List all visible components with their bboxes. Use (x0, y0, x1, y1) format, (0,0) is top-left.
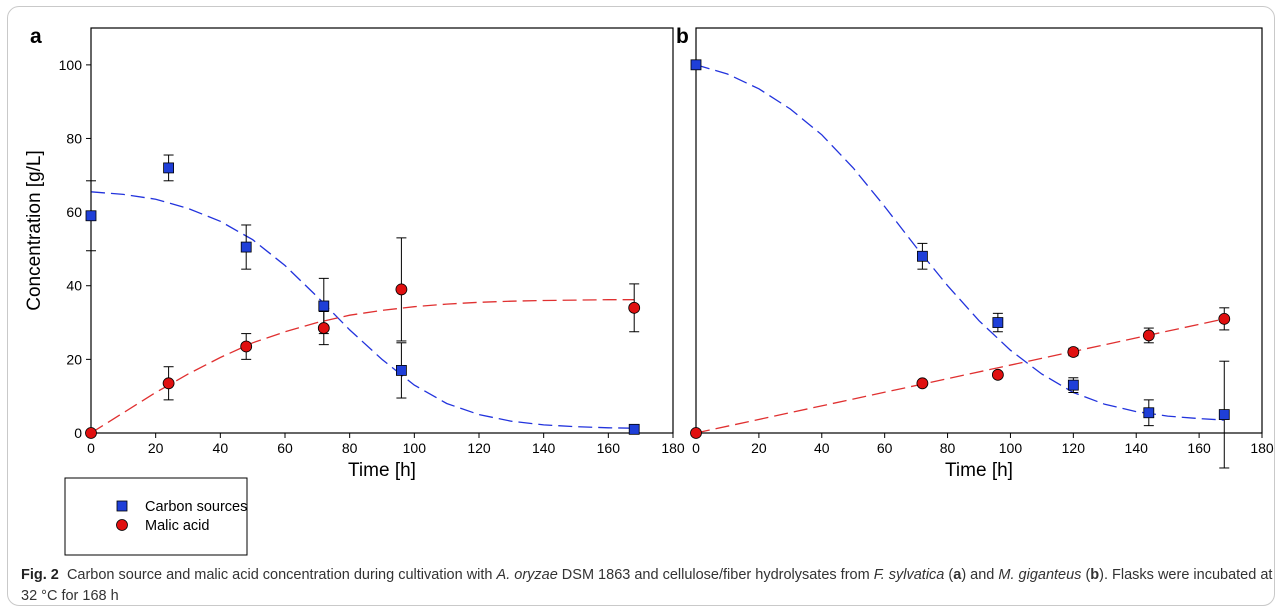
panel-a-xtick-label: 60 (277, 440, 293, 456)
panel-a-malic-point (628, 301, 641, 314)
caption-panel-b: b (1090, 567, 1100, 583)
panel-a-carbon-point (85, 210, 97, 222)
panel-b-malic-point (1218, 312, 1231, 325)
panel-a-xtick-label: 180 (661, 440, 685, 456)
panel-b-malic-point (1067, 346, 1080, 358)
panel-b-xtick-label: 80 (940, 440, 956, 456)
panel-b-carbon-fit-curve (695, 64, 1225, 421)
panel-a-ytick-label: 100 (59, 57, 83, 73)
legend-malic-marker (116, 519, 128, 531)
panel-b-xtick-label: 60 (877, 440, 893, 456)
panel-b-xtick-label: 40 (814, 440, 830, 456)
panel-a-ytick-label: 80 (66, 130, 82, 146)
panel-b-xtick-label: 120 (1062, 440, 1086, 456)
panel-a-xtick-label: 20 (148, 440, 164, 456)
panel-a-ytick-label: 40 (66, 278, 82, 294)
panel-a-carbon-point (163, 162, 175, 174)
caption-label: Fig. 2 (21, 567, 59, 583)
panel-b-malic-fit-curve (695, 318, 1225, 434)
panel-b-malic-point (1142, 329, 1155, 342)
panel-b-malic-point (690, 427, 702, 439)
panel-a-carbon-point (628, 423, 640, 435)
legend-carbon-label: Carbon sources (145, 499, 247, 515)
panel-a-carbon-point (395, 365, 407, 376)
panel-a-ytick-label: 60 (66, 204, 82, 220)
panel-b-malic-point (916, 377, 929, 390)
panel-a-malic-fit-curve (90, 299, 635, 434)
panel-a-xtick-label: 160 (597, 440, 621, 456)
panel-b-plot-frame (695, 27, 1263, 434)
panel-b-malic-point (991, 368, 1004, 381)
panel-a-xtick-label: 80 (342, 440, 358, 456)
panel-b-xtick-label: 20 (751, 440, 767, 456)
panel-a-carbon-fit-curve (90, 191, 635, 429)
panel-a-label: a (30, 25, 42, 48)
caption-species-3: M. giganteus (998, 567, 1082, 583)
panel-b-xtick-label: 140 (1125, 440, 1149, 456)
panel-a-xtick-label: 140 (532, 440, 556, 456)
panel-a-yaxis-label: Concentration [g/L] (24, 150, 45, 311)
panel-b-xtick-label: 0 (692, 440, 700, 456)
panel-a-malic-point (317, 322, 330, 334)
panel-b-xtick-label: 100 (999, 440, 1023, 456)
panel-a-ytick-label: 20 (66, 351, 82, 367)
panel-a-xtick-label: 100 (403, 440, 427, 456)
panel-a-xtick-label: 40 (213, 440, 229, 456)
panel-a-carbon-point (318, 300, 330, 312)
panel-b-carbon-point (917, 250, 928, 262)
panel-a-xtick-label: 0 (87, 440, 95, 456)
panel-b-xaxis-label: Time [h] (945, 460, 1013, 481)
panel-a-malic-point (162, 377, 175, 390)
chart-root: a 0 20 40 60 80 100 120 140 160 180 Time [h] 0 20 40 60… (24, 25, 1274, 556)
panel-b-carbon-point (690, 59, 702, 71)
panel-b-xtick-label: 160 (1187, 440, 1211, 456)
panel-b-carbon-point (1067, 379, 1079, 391)
panel-a-ytick-label: 0 (74, 425, 82, 441)
caption-text-6: ). Flasks were incubated at 32 °C for 16… (21, 567, 1273, 604)
legend-malic-label: Malic acid (145, 518, 209, 534)
legend-box (64, 477, 248, 556)
panel-b-xtick-label: 180 (1250, 440, 1274, 456)
caption-text-3: ( (944, 567, 954, 583)
figure-caption: Fig. 2 Carbon source and malic acid conc… (21, 565, 1274, 605)
caption-panel-a: a (953, 567, 962, 583)
panel-a-carbon-point (240, 241, 252, 253)
caption-text-1: Carbon source and malic acid concentrati… (66, 567, 497, 583)
panel-b-carbon-point (992, 317, 1004, 328)
panel-a-xaxis-label: Time [h] (348, 460, 416, 481)
figure-frame: a 0 20 40 60 80 100 120 140 160 180 Time [h] 0 20 40 60… (7, 6, 1275, 606)
panel-a-malic-point (395, 283, 408, 296)
panel-b-carbon-point (1218, 409, 1230, 420)
panel-a-malic-point (240, 340, 253, 353)
caption-text-5: ( (1081, 567, 1091, 583)
panel-a-malic-point (85, 427, 97, 439)
caption-text-4: ) and (961, 567, 999, 583)
panel-a-xtick-label: 120 (467, 440, 491, 456)
caption-species-2: F. sylvatica (873, 567, 945, 583)
figure-svg: a 0 20 40 60 80 100 120 140 160 180 Time [h] 0 20 40 60… (24, 25, 1274, 556)
panel-b-carbon-point (1143, 407, 1155, 419)
panel-a-plot-frame (90, 27, 674, 434)
caption-text-2: DSM 1863 and cellulose/fiber hydrolysate… (557, 567, 874, 583)
caption-species-1: A. oryzae (496, 567, 558, 583)
legend-carbon-marker (116, 500, 128, 512)
panel-b-label: b (676, 25, 689, 48)
